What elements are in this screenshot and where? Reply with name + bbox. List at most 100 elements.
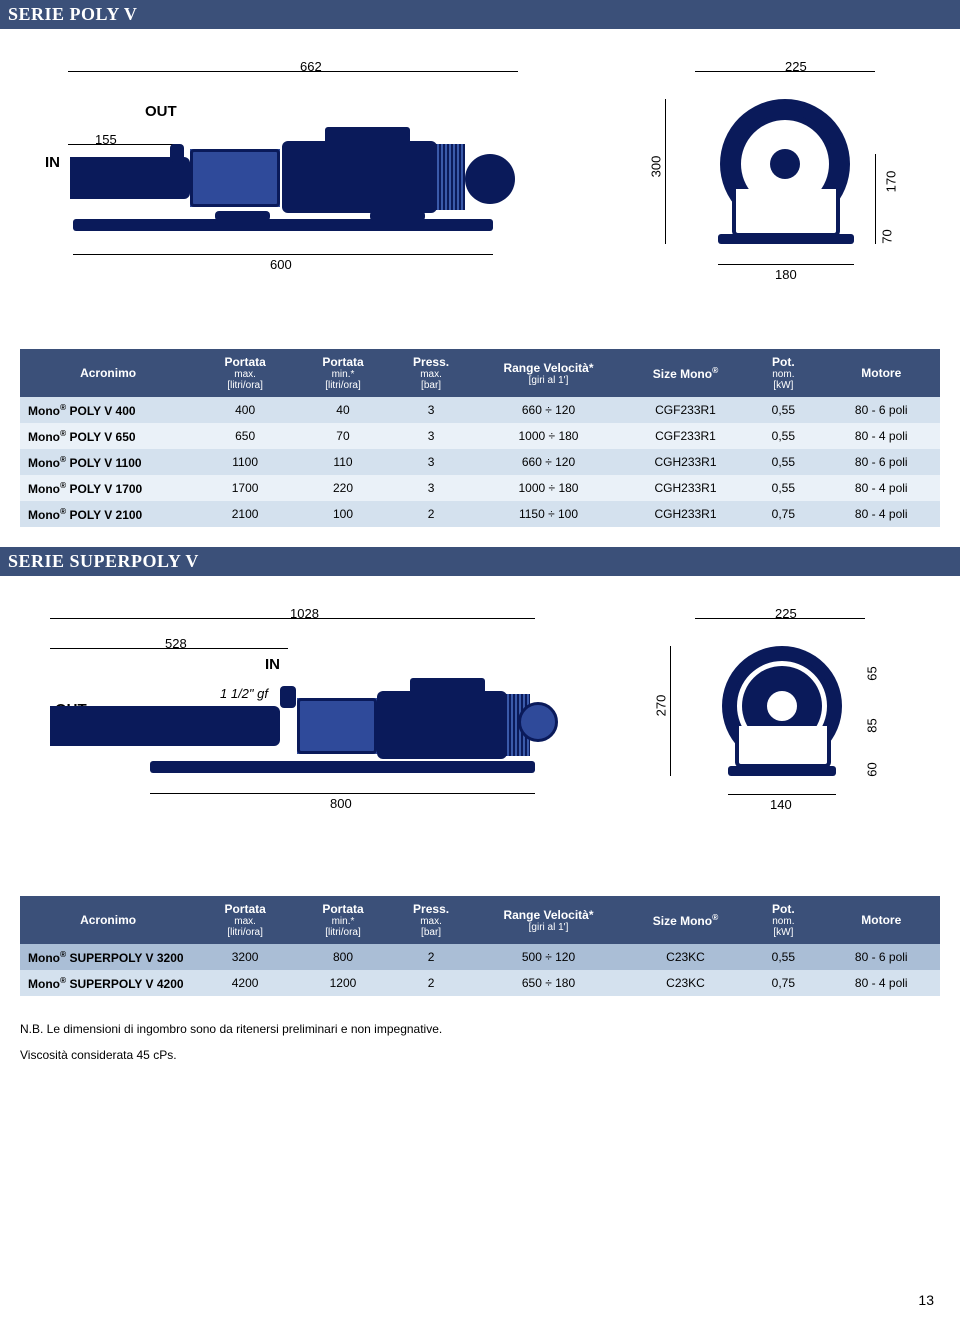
dim-h-base: 60 xyxy=(865,762,880,776)
cell-speed: 650 ÷ 180 xyxy=(470,970,627,996)
thread: 1 1/2" gf xyxy=(220,686,268,701)
cell-flow-max: 400 xyxy=(196,397,294,423)
cell-speed: 1000 ÷ 180 xyxy=(470,423,627,449)
series-1-diagram-area: 662 155 OUT IN 1" gf 600 225 300 170 7 xyxy=(0,29,960,339)
cell-flow-min: 800 xyxy=(294,944,392,970)
col-acronym: Acronimo xyxy=(20,349,196,397)
cell-press: 3 xyxy=(392,449,470,475)
cell-flow-min: 1200 xyxy=(294,970,392,996)
dim-front-base: 140 xyxy=(770,797,792,812)
cell-model: Mono® POLY V 400 xyxy=(20,397,196,423)
cell-size: CGH233R1 xyxy=(627,449,744,475)
col-speed: Range Velocità*[giri al 1'] xyxy=(470,349,627,397)
cell-flow-min: 70 xyxy=(294,423,392,449)
cell-flow-max: 2100 xyxy=(196,501,294,527)
cell-power: 0,55 xyxy=(744,397,822,423)
cell-flow-max: 1700 xyxy=(196,475,294,501)
col-power: Pot. nom.[kW] xyxy=(744,349,822,397)
cell-flow-min: 220 xyxy=(294,475,392,501)
cell-press: 2 xyxy=(392,501,470,527)
in-label: IN xyxy=(45,154,60,171)
cell-speed: 660 ÷ 120 xyxy=(470,397,627,423)
cell-model: Mono® POLY V 1700 xyxy=(20,475,196,501)
cell-model: Mono® POLY V 650 xyxy=(20,423,196,449)
table-row: Mono® POLY V 110011001103660 ÷ 120CGH233… xyxy=(20,449,940,475)
dim-h-base: 70 xyxy=(880,229,895,243)
cell-model: Mono® POLY V 2100 xyxy=(20,501,196,527)
cell-power: 0,55 xyxy=(744,944,822,970)
cell-size: C23KC xyxy=(627,970,744,996)
table-row: Mono® POLY V 6506507031000 ÷ 180CGF233R1… xyxy=(20,423,940,449)
cell-speed: 660 ÷ 120 xyxy=(470,449,627,475)
cell-flow-min: 100 xyxy=(294,501,392,527)
cell-power: 0,55 xyxy=(744,423,822,449)
series-2-diagram-area: 1028 528 IN OUT 1 1/2" gf 800 225 270 65… xyxy=(0,576,960,886)
cell-size: CGF233R1 xyxy=(627,397,744,423)
cell-speed: 1000 ÷ 180 xyxy=(470,475,627,501)
cell-motor: 80 - 4 poli xyxy=(823,423,941,449)
series-2-front-view: 225 270 65 85 60 140 xyxy=(640,606,920,866)
dim-base: 600 xyxy=(270,257,292,272)
cell-motor: 80 - 6 poli xyxy=(823,397,941,423)
dim-front-base: 180 xyxy=(775,267,797,282)
cell-speed: 500 ÷ 120 xyxy=(470,944,627,970)
cell-flow-max: 4200 xyxy=(196,970,294,996)
cell-motor: 80 - 6 poli xyxy=(823,449,941,475)
col-press: Press. max.[bar] xyxy=(392,349,470,397)
cell-power: 0,75 xyxy=(744,501,822,527)
note-nb: N.B. Le dimensioni di ingombro sono da r… xyxy=(0,1016,960,1042)
cell-model: Mono® SUPERPOLY V 3200 xyxy=(20,944,196,970)
cell-motor: 80 - 4 poli xyxy=(823,475,941,501)
cell-press: 2 xyxy=(392,944,470,970)
dim-h-body: 270 xyxy=(653,695,668,717)
series-1-table: Acronimo Portata max.[litri/ora] Portata… xyxy=(20,349,940,527)
cell-power: 0,55 xyxy=(744,475,822,501)
cell-flow-max: 1100 xyxy=(196,449,294,475)
cell-motor: 80 - 6 poli xyxy=(823,944,941,970)
cell-motor: 80 - 4 poli xyxy=(823,970,941,996)
note-visc: Viscosità considerata 45 cPs. xyxy=(0,1042,960,1068)
series-2-header: SERIE SUPERPOLY V xyxy=(0,547,960,576)
col-size: Size Mono® xyxy=(627,349,744,397)
cell-motor: 80 - 4 poli xyxy=(823,501,941,527)
dim-h-top: 65 xyxy=(865,666,880,680)
cell-model: Mono® SUPERPOLY V 4200 xyxy=(20,970,196,996)
cell-press: 3 xyxy=(392,423,470,449)
table-row: Mono® POLY V 1700170022031000 ÷ 180CGH23… xyxy=(20,475,940,501)
table-row: Mono® POLY V 2100210010021150 ÷ 100CGH23… xyxy=(20,501,940,527)
cell-size: CGH233R1 xyxy=(627,501,744,527)
cell-flow-min: 40 xyxy=(294,397,392,423)
table-header-row: Acronimo Portata max.[litri/ora] Portata… xyxy=(20,349,940,397)
cell-flow-max: 3200 xyxy=(196,944,294,970)
series-2-table: Acronimo Portata max.[litri/ora] Portata… xyxy=(20,896,940,996)
cell-power: 0,75 xyxy=(744,970,822,996)
dim-h-std: 170 xyxy=(883,171,898,193)
cell-press: 3 xyxy=(392,475,470,501)
cell-press: 2 xyxy=(392,970,470,996)
series-2-side-view: 1028 528 IN OUT 1 1/2" gf 800 xyxy=(40,606,540,866)
cell-press: 3 xyxy=(392,397,470,423)
dim-h-body: 300 xyxy=(648,156,663,178)
out-label: OUT xyxy=(145,103,177,120)
col-motor: Motore xyxy=(823,349,941,397)
dim-base: 800 xyxy=(330,796,352,811)
page-number: 13 xyxy=(918,1292,934,1308)
col-flow-min: Portata min.*[litri/ora] xyxy=(294,349,392,397)
series-1-header: SERIE POLY V xyxy=(0,0,960,29)
cell-size: C23KC xyxy=(627,944,744,970)
cell-size: CGH233R1 xyxy=(627,475,744,501)
table-header-row: Acronimo Portata max.[litri/ora] Portata… xyxy=(20,896,940,944)
table-row: Mono® SUPERPOLY V 320032008002500 ÷ 120C… xyxy=(20,944,940,970)
cell-power: 0,55 xyxy=(744,449,822,475)
cell-size: CGF233R1 xyxy=(627,423,744,449)
dim-h-std: 85 xyxy=(865,718,880,732)
cell-flow-min: 110 xyxy=(294,449,392,475)
table-row: Mono® POLY V 400400403660 ÷ 120CGF233R10… xyxy=(20,397,940,423)
col-flow-max: Portata max.[litri/ora] xyxy=(196,349,294,397)
cell-speed: 1150 ÷ 100 xyxy=(470,501,627,527)
cell-flow-max: 650 xyxy=(196,423,294,449)
cell-model: Mono® POLY V 1100 xyxy=(20,449,196,475)
series-1-front-view: 225 300 170 70 180 xyxy=(640,59,920,319)
table-row: Mono® SUPERPOLY V 4200420012002650 ÷ 180… xyxy=(20,970,940,996)
in-label: IN xyxy=(265,656,280,673)
